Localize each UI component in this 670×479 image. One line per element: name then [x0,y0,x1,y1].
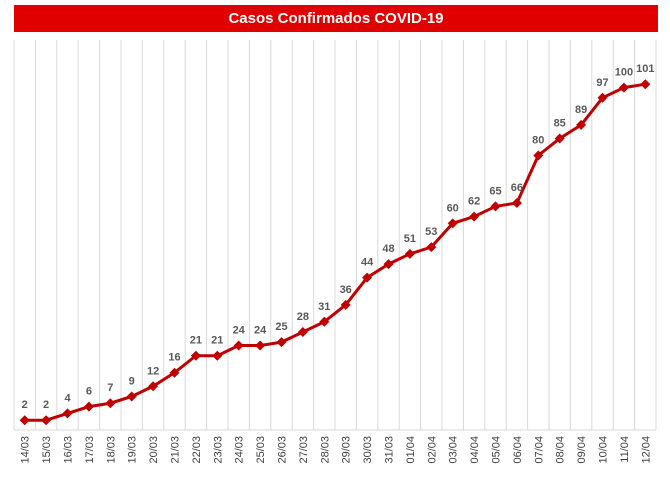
x-tick-label: 24/03 [234,436,246,464]
x-tick-label: 16/03 [63,436,75,464]
x-tick-label: 20/03 [148,436,160,464]
value-label: 85 [554,118,566,130]
marker [554,133,565,144]
value-label: 101 [636,63,654,75]
x-tick-label: 19/03 [127,436,139,464]
x-tick-label: 06/04 [512,436,524,464]
marker [276,337,287,348]
value-label: 2 [22,399,28,411]
x-tick-label: 15/03 [41,436,53,464]
marker [511,197,522,208]
marker [148,381,159,392]
value-label: 2 [43,399,49,411]
marker [169,367,180,378]
marker [533,150,544,161]
value-label: 28 [297,311,309,323]
value-label: 51 [404,233,416,245]
marker [490,201,501,212]
x-tick-label: 11/04 [619,436,631,463]
marker [62,408,73,419]
marker [105,398,116,409]
x-tick-label: 22/03 [191,436,203,464]
marker [597,92,608,103]
value-label: 36 [340,284,352,296]
value-label: 48 [382,243,394,255]
value-label: 12 [147,365,159,377]
x-tick-label: 28/03 [319,436,331,464]
marker [447,218,458,229]
marker [576,119,587,130]
x-tick-label: 04/04 [469,436,481,464]
x-tick-label: 01/04 [405,436,417,464]
x-tick-label: 17/03 [84,436,96,464]
x-tick-label: 31/03 [384,436,396,464]
x-tick-label: 25/03 [255,436,267,464]
value-label: 53 [425,226,437,238]
value-label: 62 [468,196,480,208]
value-label: 44 [361,257,374,269]
x-tick-label: 03/04 [448,436,460,464]
value-label: 6 [86,386,92,398]
x-tick-label: 27/03 [298,436,310,464]
marker [126,391,137,402]
marker [640,79,651,90]
marker [190,350,201,361]
marker [469,211,480,222]
value-label: 21 [190,335,202,347]
x-tick-label: 18/03 [105,436,117,464]
marker [362,272,373,283]
chart-title: Casos Confirmados COVID-19 [228,10,443,27]
marker [404,248,415,259]
marker [319,316,330,327]
x-tick-label: 08/04 [555,436,567,464]
x-tick-label: 09/04 [576,436,588,464]
value-label: 97 [596,77,608,89]
x-tick-label: 10/04 [598,436,610,464]
value-label: 9 [129,375,135,387]
title-bar [14,5,658,32]
x-tick-label: 26/03 [277,436,289,464]
x-tick-label: 21/03 [170,436,182,464]
value-label: 31 [318,301,330,313]
marker [618,82,629,93]
marker [83,401,94,412]
x-tick-label: 29/03 [341,436,353,464]
value-label: 24 [233,325,246,337]
value-label: 4 [64,392,71,404]
value-label: 89 [575,104,587,116]
x-tick-label: 12/04 [640,436,652,464]
marker [255,340,266,351]
value-label: 24 [254,325,267,337]
value-label: 16 [168,352,180,364]
x-tick-label: 05/04 [491,436,503,464]
value-label: 100 [615,67,633,79]
marker [41,415,52,426]
x-tick-label: 30/03 [362,436,374,464]
marker [297,326,308,337]
x-tick-label: 23/03 [212,436,224,464]
value-label: 25 [275,321,287,333]
x-tick-label: 14/03 [20,436,32,464]
marker [340,299,351,310]
value-label: 60 [447,202,459,214]
value-label: 66 [511,182,523,194]
marker [212,350,223,361]
x-tick-label: 07/04 [533,436,545,464]
value-label: 65 [489,185,501,197]
value-label: 80 [532,134,544,146]
marker [426,242,437,253]
x-tick-label: 02/04 [426,436,438,464]
marker [383,259,394,270]
value-label: 7 [107,382,113,394]
marker [19,415,30,426]
marker [233,340,244,351]
value-label: 21 [211,335,223,347]
